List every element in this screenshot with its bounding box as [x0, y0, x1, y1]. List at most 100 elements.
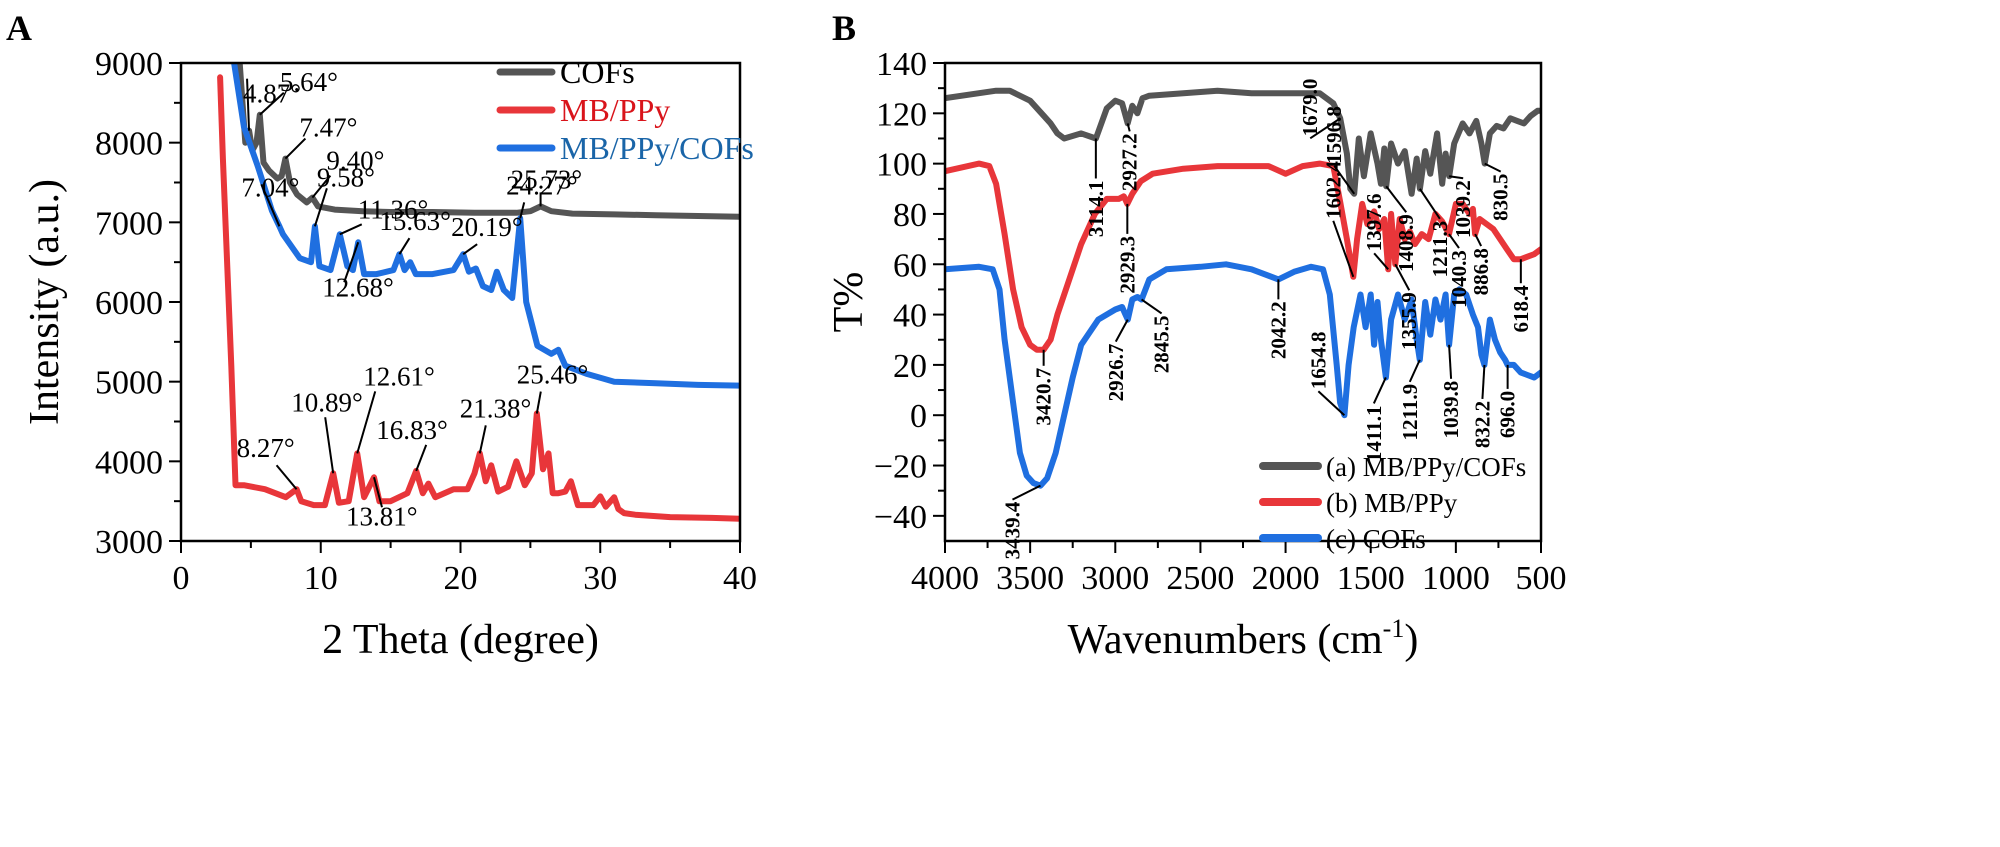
annotation-leader [343, 241, 360, 283]
series-line-mb-ppy-cofs [231, 63, 740, 389]
annotation-label: 886.8 [1469, 248, 1493, 295]
y-tick-label: 9000 [95, 46, 163, 83]
annotation-leader [1114, 319, 1129, 343]
annotation-leader [1474, 233, 1483, 247]
annotation-label: 2929.3 [1115, 236, 1139, 294]
annotation-label: 618.4 [1509, 285, 1533, 333]
annotation-label: 3420.7 [1032, 368, 1056, 426]
y-tick-label: 3000 [95, 524, 163, 561]
annotation-leader [1481, 364, 1486, 399]
x-tick-label: 3000 [1081, 560, 1149, 597]
annotation-leader [246, 78, 251, 131]
annotation-label: 9.58° [317, 162, 375, 192]
annotation-leader [275, 464, 298, 490]
legend-label-mb-ppy: MB/PPy [560, 92, 670, 128]
y-tick-label: 40 [893, 298, 927, 335]
y-tick-label: 8000 [95, 126, 163, 163]
annotation-label: 20.19° [451, 212, 523, 242]
annotation-label: 7.04° [241, 172, 299, 202]
annotation-label: 16.83° [376, 415, 448, 445]
annotation-label: 1039.8 [1439, 381, 1463, 439]
legend-label-b-mb-ppy: (b) MB/PPy [1326, 488, 1458, 518]
x-tick-label: 10 [304, 560, 338, 597]
x-tick-label: 2500 [1166, 560, 1234, 597]
series-line-b-mb-ppy [945, 160, 1541, 353]
panel-letter-a: A [6, 8, 32, 48]
annotation-leader [478, 425, 487, 454]
y-tick-label: 6000 [95, 285, 163, 322]
x-tick-label: 2000 [1252, 560, 1320, 597]
annotation-label: 1408.9 [1394, 214, 1418, 272]
x-axis-title: 2 Theta (degree) [322, 617, 599, 663]
annotation-leader [1012, 484, 1041, 501]
annotation-leader [1373, 252, 1389, 270]
y-axis-title: T% [826, 272, 872, 333]
annotation-label: 1211.9 [1398, 384, 1422, 441]
annotation-label: 3114.1 [1084, 180, 1108, 237]
annotation-label: 1039.2 [1451, 180, 1475, 238]
legend-label-cofs: COFs [560, 54, 635, 90]
annotation-leader [311, 175, 332, 199]
annotation-label: 12.68° [322, 272, 394, 302]
annotation-leader [373, 477, 383, 508]
annotation-leader [1385, 185, 1408, 213]
ftir-chart: 4000 3500 3000 2500 2000 1500 1000 500 −40 −20 0 20… [826, 46, 1567, 663]
series-line-a-mb-ppy-cofs [945, 87, 1541, 197]
annotation-label: 25.73° [511, 164, 583, 194]
annotation-leader [1449, 175, 1464, 180]
annotation-label: 1211.3 [1428, 221, 1452, 278]
annotation-label: 2845.5 [1150, 315, 1174, 373]
x-tick-label: 1500 [1337, 560, 1405, 597]
x-tick-label: 3500 [996, 560, 1064, 597]
y-tick-label: 0 [910, 398, 927, 435]
annotation-label: 10.89° [291, 387, 363, 417]
annotation-label: 24.27° [506, 170, 578, 200]
annotation-leader [313, 188, 328, 227]
annotation-leader [1419, 188, 1441, 220]
annotation-leader [1309, 117, 1341, 140]
annotation-leader [1332, 220, 1355, 278]
annotation-leader [1317, 390, 1346, 416]
y-tick-label: 20 [893, 348, 927, 385]
x-tick-label: 30 [583, 560, 617, 597]
legend-label-a-mb-ppy-cofs: (a) MB/PPy/COFs [1326, 452, 1526, 482]
x-tick-label: 1000 [1422, 560, 1490, 597]
y-tick-label: 120 [876, 96, 927, 133]
y-tick-label: 80 [893, 197, 927, 234]
series-line-c-cofs [945, 261, 1541, 489]
annotation-label: 1602.4 [1321, 161, 1345, 219]
annotation-leader [415, 444, 428, 472]
annotation-label: 3439.4 [1000, 501, 1024, 559]
annotation-label: 13.81° [346, 501, 418, 531]
annotation-leader [259, 92, 285, 116]
x-axis-title-end: ) [1404, 617, 1418, 663]
annotation-label: 1411.1 [1362, 405, 1386, 462]
annotation-leader [1372, 377, 1387, 404]
annotation-label: 830.5 [1489, 174, 1513, 221]
annotation-leader [1333, 165, 1356, 195]
annotation-leader [1141, 298, 1163, 315]
annotation-label: 25.46° [517, 360, 589, 390]
annotation-label: 12.61° [363, 361, 435, 391]
annotation-leader [535, 391, 542, 414]
annotation-label: 21.38° [460, 393, 532, 423]
annotation-label: 1654.8 [1306, 331, 1330, 389]
x-tick-label: 20 [444, 560, 478, 597]
annotation-leader [462, 243, 478, 256]
y-tick-label: 5000 [95, 365, 163, 402]
y-tick-label: −20 [874, 449, 927, 486]
annotation-leader [1448, 233, 1460, 249]
annotation-label: 7.47° [299, 113, 357, 143]
annotation-leader [1394, 263, 1411, 291]
annotation-label: 11.36° [358, 194, 429, 224]
y-tick-label: 100 [876, 147, 927, 184]
annotation-label: 1040.3 [1447, 250, 1471, 308]
annotation-leader [1126, 123, 1131, 132]
legend-label-mb-ppy-cofs: MB/PPy/COFs [560, 130, 754, 166]
y-tick-label: 4000 [95, 444, 163, 481]
annotation-leader [260, 183, 281, 227]
annotation-leader [339, 223, 363, 236]
annotation-leader [356, 391, 377, 454]
x-axis-title-superscript: -1 [1383, 614, 1405, 643]
